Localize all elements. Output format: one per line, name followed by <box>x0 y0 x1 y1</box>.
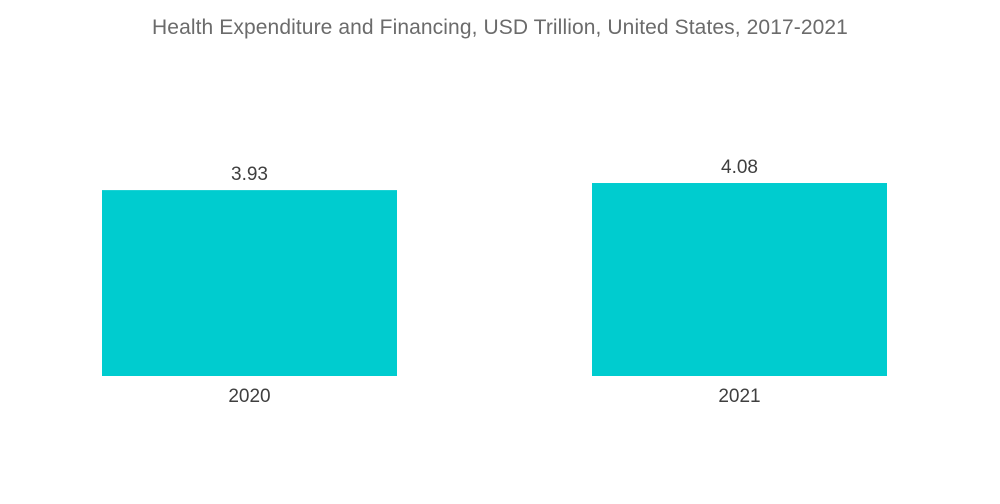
x-tick-label-2020: 2020 <box>228 386 270 407</box>
bar-2021 <box>592 183 887 376</box>
x-tick-label-2021: 2021 <box>718 386 760 407</box>
value-label-2021: 4.08 <box>721 157 758 178</box>
value-label-2020: 3.93 <box>231 164 268 185</box>
bar-2020 <box>102 190 397 376</box>
chart-title: Health Expenditure and Financing, USD Tr… <box>152 16 848 39</box>
